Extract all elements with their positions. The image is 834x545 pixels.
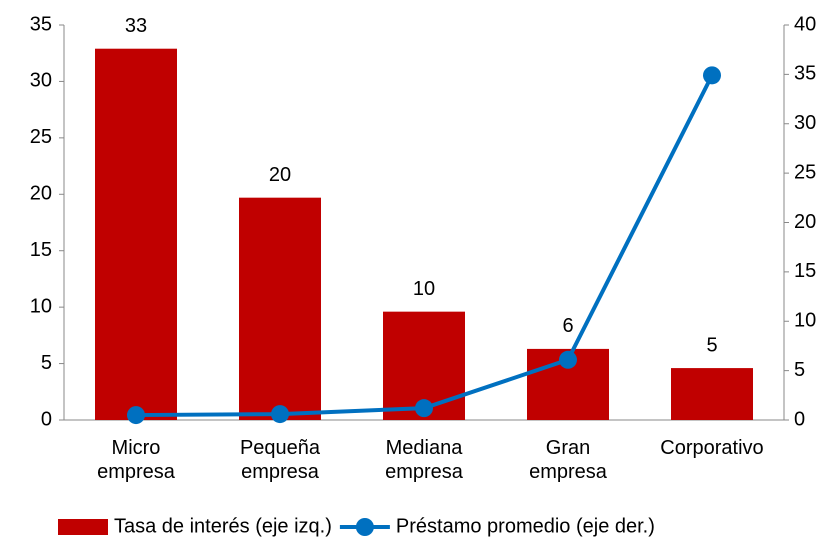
y2-tick-label: 10 — [794, 310, 816, 332]
x-tick-label: Pequeña empresa — [239, 437, 321, 483]
y-tick-label: 0 — [41, 408, 52, 430]
point — [703, 66, 721, 85]
x-tick-label: Micro empresa — [97, 437, 175, 483]
legend-label: Préstamo promedio (eje der.) — [396, 515, 655, 537]
y-tick-label: 10 — [30, 295, 52, 317]
legend-label: Tasa de interés (eje izq.) — [114, 515, 332, 537]
point — [559, 350, 577, 369]
y-tick-label: 30 — [30, 70, 52, 92]
y2-tick-label: 15 — [794, 260, 816, 282]
point — [271, 405, 289, 424]
data-label: 6 — [562, 315, 573, 337]
data-label: 10 — [413, 278, 435, 300]
x-tick-label: Corporativo — [660, 437, 764, 459]
y2-tick-label: 0 — [794, 408, 805, 430]
bar — [239, 197, 321, 420]
point — [127, 406, 145, 425]
y2-tick-label: 25 — [794, 161, 816, 183]
y-tick-label: 15 — [30, 239, 52, 261]
y2-tick-label: 40 — [794, 13, 816, 35]
y2-tick-label: 30 — [794, 112, 816, 134]
y-tick-label: 20 — [30, 183, 52, 205]
point — [415, 399, 433, 418]
y-tick-label: 5 — [41, 352, 52, 374]
bar — [671, 368, 753, 420]
legend-swatch — [58, 519, 108, 535]
data-label: 20 — [269, 164, 291, 186]
x-tick-label: Gran empresa — [529, 437, 607, 483]
bar — [95, 48, 177, 420]
y2-tick-label: 20 — [794, 211, 816, 233]
y2-tick-label: 35 — [794, 63, 816, 85]
legend-swatch — [355, 518, 374, 536]
y-tick-label: 35 — [30, 13, 52, 35]
data-label: 33 — [125, 15, 147, 37]
data-label: 5 — [706, 334, 717, 356]
y-tick-label: 25 — [30, 126, 52, 148]
y2-tick-label: 5 — [794, 359, 805, 381]
x-tick-label: Mediana empresa — [385, 437, 463, 483]
